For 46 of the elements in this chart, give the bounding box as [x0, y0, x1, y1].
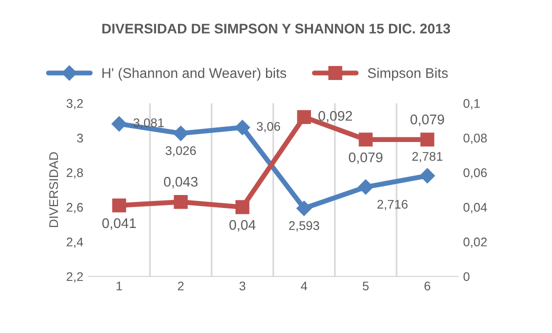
- y2-tick-label: 0,04: [464, 202, 487, 214]
- y-tick-label: 2,2: [66, 272, 83, 283]
- data-label: 0,079: [348, 152, 382, 164]
- data-label: 3,026: [166, 146, 196, 157]
- x-tick-label: 4: [300, 282, 308, 290]
- y2-tick-label: 0,08: [464, 134, 487, 144]
- legend-label: H' (Shannon and Weaver) bits: [102, 68, 286, 81]
- x-tick-label: 6: [424, 282, 430, 290]
- data-label: 3,081: [134, 118, 164, 129]
- point: [112, 198, 126, 212]
- data-label: 0,041: [102, 218, 136, 230]
- data-label: 2,593: [289, 221, 320, 232]
- x-tick-label: 3: [239, 282, 246, 290]
- y2-tick-label: 0,02: [464, 238, 487, 248]
- x-tick-label: 2: [178, 282, 184, 290]
- data-label: 3,06: [256, 122, 280, 132]
- point: [235, 200, 250, 214]
- point: [420, 168, 435, 184]
- point: [358, 132, 373, 147]
- point: [112, 116, 127, 132]
- data-label: 0,079: [410, 114, 444, 126]
- x-tick-label: 1: [116, 282, 122, 290]
- data-label: 0,04: [229, 220, 256, 232]
- data-label: 0,092: [318, 110, 352, 122]
- y-tick-label: 2,6: [66, 202, 83, 214]
- legend-label: Simpson Bits: [368, 68, 448, 81]
- x-tick-label: 5: [362, 282, 369, 290]
- point: [358, 179, 374, 195]
- data-label: 2,781: [412, 152, 442, 162]
- y-tick-label: 2,8: [66, 168, 83, 179]
- point: [174, 194, 188, 209]
- chart-title: DIVERSIDAD DE SIMPSON Y SHANNON 15 DIC. 2013: [102, 24, 450, 34]
- data-label: 2,716: [377, 200, 408, 210]
- point: [420, 132, 434, 147]
- y2-tick-label: 0,06: [464, 168, 487, 179]
- point: [297, 110, 312, 124]
- point: [234, 120, 250, 136]
- y-axis-title: DIVERSIDAD: [49, 152, 58, 227]
- y2-tick-label: 0,1: [464, 99, 480, 110]
- y-tick-label: 3,2: [66, 99, 83, 110]
- point: [296, 200, 312, 216]
- data-label: 0,043: [164, 176, 198, 188]
- point: [173, 126, 188, 141]
- y-tick-label: 3: [76, 134, 83, 143]
- y-tick-label: 2,4: [66, 238, 84, 248]
- y2-tick-label: 0: [464, 272, 470, 282]
